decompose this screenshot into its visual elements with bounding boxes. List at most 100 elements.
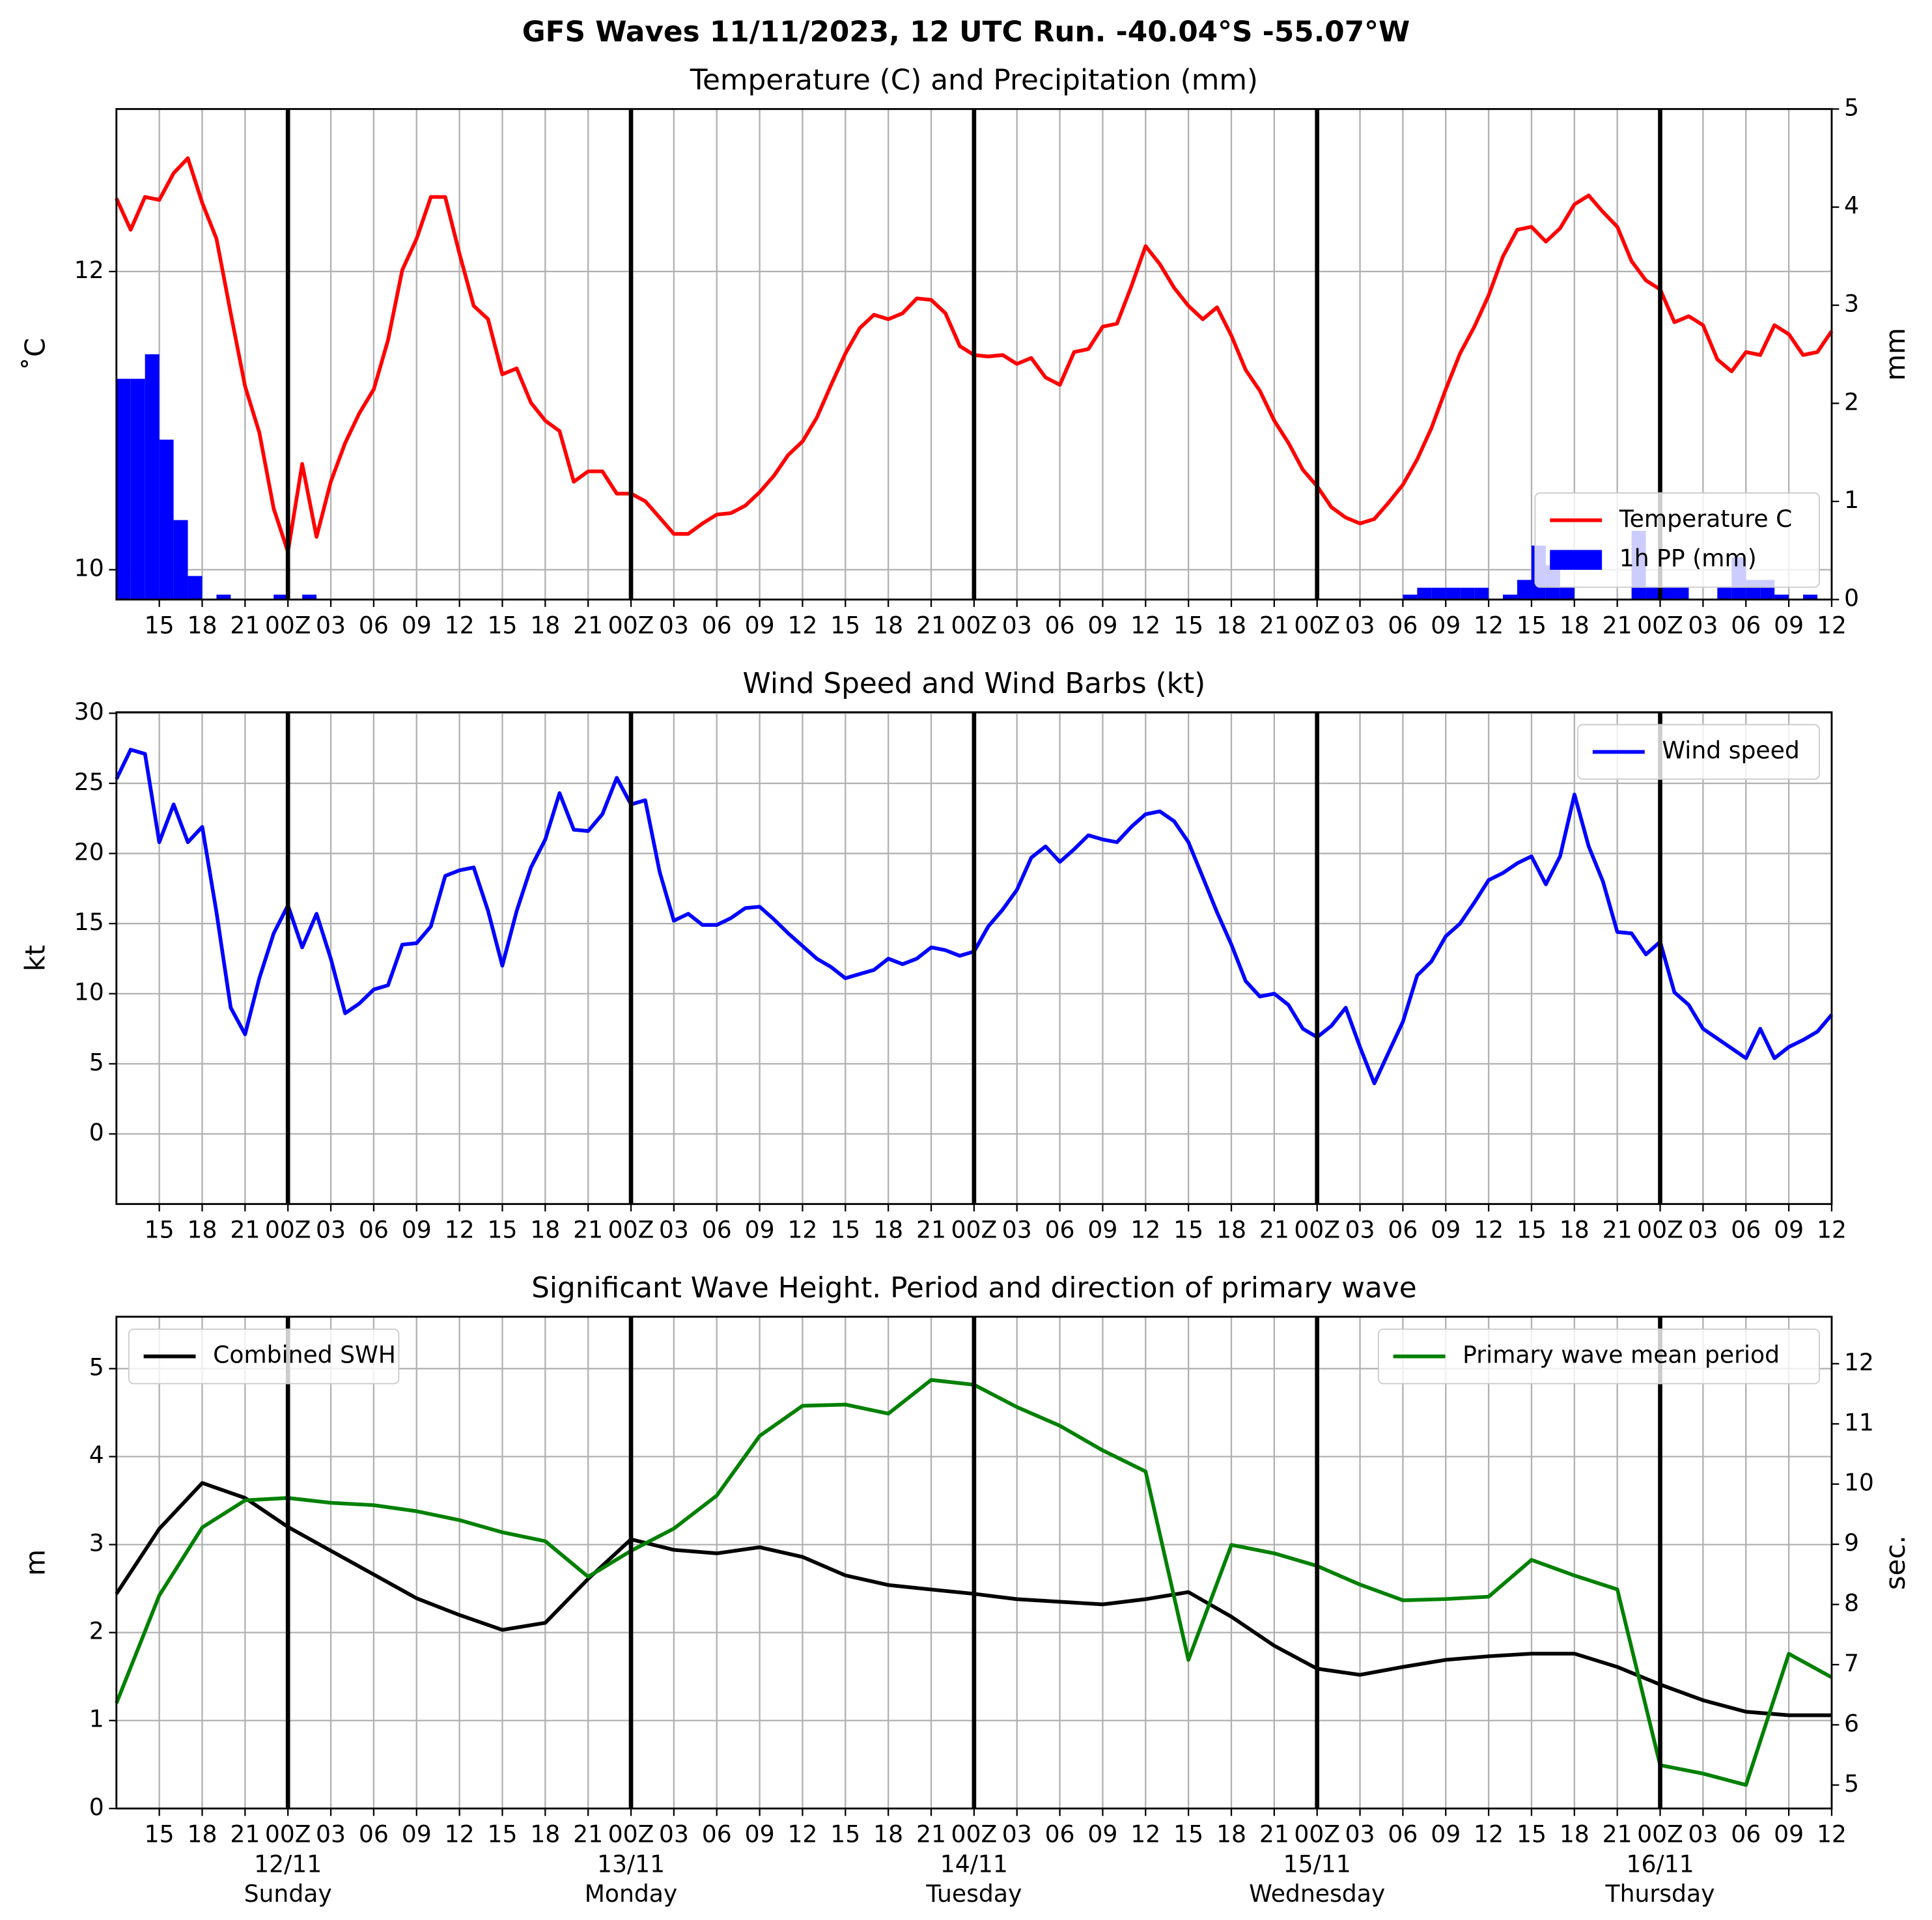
- y-tick-label: 30: [74, 698, 104, 726]
- x-tick-label: 06: [1045, 1820, 1075, 1848]
- x-tick-label: 15: [145, 611, 175, 639]
- x-tick-label: 00Z: [608, 611, 654, 639]
- precip-bar: [1446, 587, 1461, 600]
- x-tick-label: 09: [1774, 1216, 1804, 1244]
- precip-bar: [1517, 580, 1532, 600]
- day-date-label: 13/11: [597, 1850, 665, 1878]
- y-tick-label: 2: [89, 1617, 104, 1645]
- x-tick-label: 21: [1603, 611, 1632, 639]
- y-tick-label: 10: [74, 554, 104, 582]
- x-tick-label: 21: [1259, 1216, 1289, 1244]
- x-tick-label: 09: [1774, 611, 1804, 639]
- main-title: GFS Waves 11/11/2023, 12 UTC Run. -40.04…: [522, 15, 1410, 48]
- x-tick-label: 00Z: [265, 1820, 311, 1848]
- x-tick-label: 03: [1002, 1216, 1032, 1244]
- y-tick-label: 4: [89, 1441, 104, 1469]
- x-tick-label: 09: [1431, 611, 1461, 639]
- x-tick-label: 18: [530, 611, 560, 639]
- panel-title: Wind Speed and Wind Barbs (kt): [743, 667, 1206, 700]
- y-tick-label: 20: [74, 838, 104, 866]
- x-tick-label: 12: [1817, 1820, 1847, 1848]
- legend: Wind speed: [1577, 724, 1820, 780]
- x-tick-label: 03: [316, 1216, 346, 1244]
- x-tick-label: 18: [873, 611, 903, 639]
- x-tick-label: 03: [659, 1820, 689, 1848]
- x-tick-label: 09: [1087, 1820, 1117, 1848]
- x-tick-label: 09: [745, 1820, 775, 1848]
- x-tick-label: 06: [702, 1216, 732, 1244]
- x-tick-label: 09: [1087, 611, 1117, 639]
- x-tick-label: 06: [1731, 1216, 1761, 1244]
- x-tick-label: 00Z: [1637, 1216, 1683, 1244]
- x-tick-label: 15: [1173, 1216, 1203, 1244]
- x-tick-label: 12: [1474, 611, 1504, 639]
- x-tick-label: 18: [1560, 1216, 1589, 1244]
- y2-tick-label: 12: [1844, 1348, 1874, 1376]
- precip-bar: [1645, 587, 1660, 600]
- x-tick-label: 06: [359, 1216, 389, 1244]
- x-tick-label: 15: [487, 1216, 517, 1244]
- x-tick-label: 21: [1603, 1820, 1632, 1848]
- x-tick-label: 03: [1688, 1820, 1718, 1848]
- y-tick-label: 3: [89, 1529, 104, 1557]
- legend-label: Wind speed: [1662, 736, 1799, 764]
- x-tick-label: 15: [145, 1820, 175, 1848]
- x-tick-label: 15: [830, 1820, 860, 1848]
- x-tick-label: 09: [1431, 1216, 1461, 1244]
- x-tick-label: 03: [1688, 1216, 1718, 1244]
- x-tick-label: 21: [230, 611, 260, 639]
- y-tick-label: 25: [74, 768, 104, 796]
- x-tick-label: 21: [573, 1820, 603, 1848]
- precip-bar: [216, 595, 231, 600]
- x-tick-label: 00Z: [951, 611, 998, 639]
- x-tick-label: 00Z: [1294, 1216, 1340, 1244]
- x-tick-label: 12: [445, 611, 475, 639]
- x-tick-label: 00Z: [608, 1216, 654, 1244]
- x-tick-label: 18: [530, 1820, 560, 1848]
- x-tick-label: 06: [702, 1820, 732, 1848]
- x-tick-label: 06: [1045, 611, 1075, 639]
- x-tick-label: 03: [1345, 611, 1375, 639]
- x-tick-label: 00Z: [951, 1216, 998, 1244]
- x-tick-label: 15: [487, 1820, 517, 1848]
- x-tick-label: 12: [1474, 1820, 1504, 1848]
- x-tick-label: 18: [1560, 1820, 1589, 1848]
- x-tick-label: 12: [1817, 611, 1847, 639]
- plot-frame: [115, 1316, 1833, 1810]
- x-tick-label: 15: [1173, 611, 1203, 639]
- y2-tick-label: 3: [1844, 290, 1859, 318]
- y2-tick-label: 1: [1844, 486, 1859, 514]
- day-date-label: 12/11: [254, 1850, 322, 1878]
- y2-tick-label: 11: [1844, 1408, 1874, 1436]
- precip-bar: [1717, 587, 1732, 600]
- x-tick-label: 03: [1002, 611, 1032, 639]
- y-axis-label: kt: [20, 945, 51, 972]
- y2-tick-label: 8: [1844, 1589, 1859, 1617]
- y2-tick-label: 0: [1844, 584, 1859, 612]
- day-name-label: Wednesday: [1249, 1880, 1385, 1908]
- x-tick-label: 00Z: [1637, 611, 1683, 639]
- x-tick-label: 12: [445, 1216, 475, 1244]
- day-name-label: Thursday: [1605, 1880, 1715, 1908]
- legend-box: [1577, 724, 1820, 780]
- x-tick-label: 18: [188, 611, 217, 639]
- day-date-label: 14/11: [940, 1850, 1008, 1878]
- x-tick-label: 03: [1345, 1216, 1375, 1244]
- x-tick-label: 21: [1603, 1216, 1632, 1244]
- legend-swatch: [1550, 550, 1603, 570]
- x-tick-label: 12: [787, 611, 817, 639]
- precip-bar: [159, 440, 174, 600]
- x-tick-label: 03: [1688, 611, 1718, 639]
- x-tick-label: 06: [1731, 611, 1761, 639]
- x-tick-label: 18: [873, 1216, 903, 1244]
- x-tick-label: 12: [787, 1216, 817, 1244]
- x-tick-label: 15: [830, 611, 860, 639]
- x-tick-label: 21: [1259, 611, 1289, 639]
- x-tick-label: 18: [188, 1820, 217, 1848]
- y-tick-label: 12: [74, 256, 104, 284]
- legend-label: Primary wave mean period: [1463, 1341, 1780, 1369]
- x-tick-label: 12: [1130, 1820, 1160, 1848]
- x-tick-label: 06: [1388, 1820, 1418, 1848]
